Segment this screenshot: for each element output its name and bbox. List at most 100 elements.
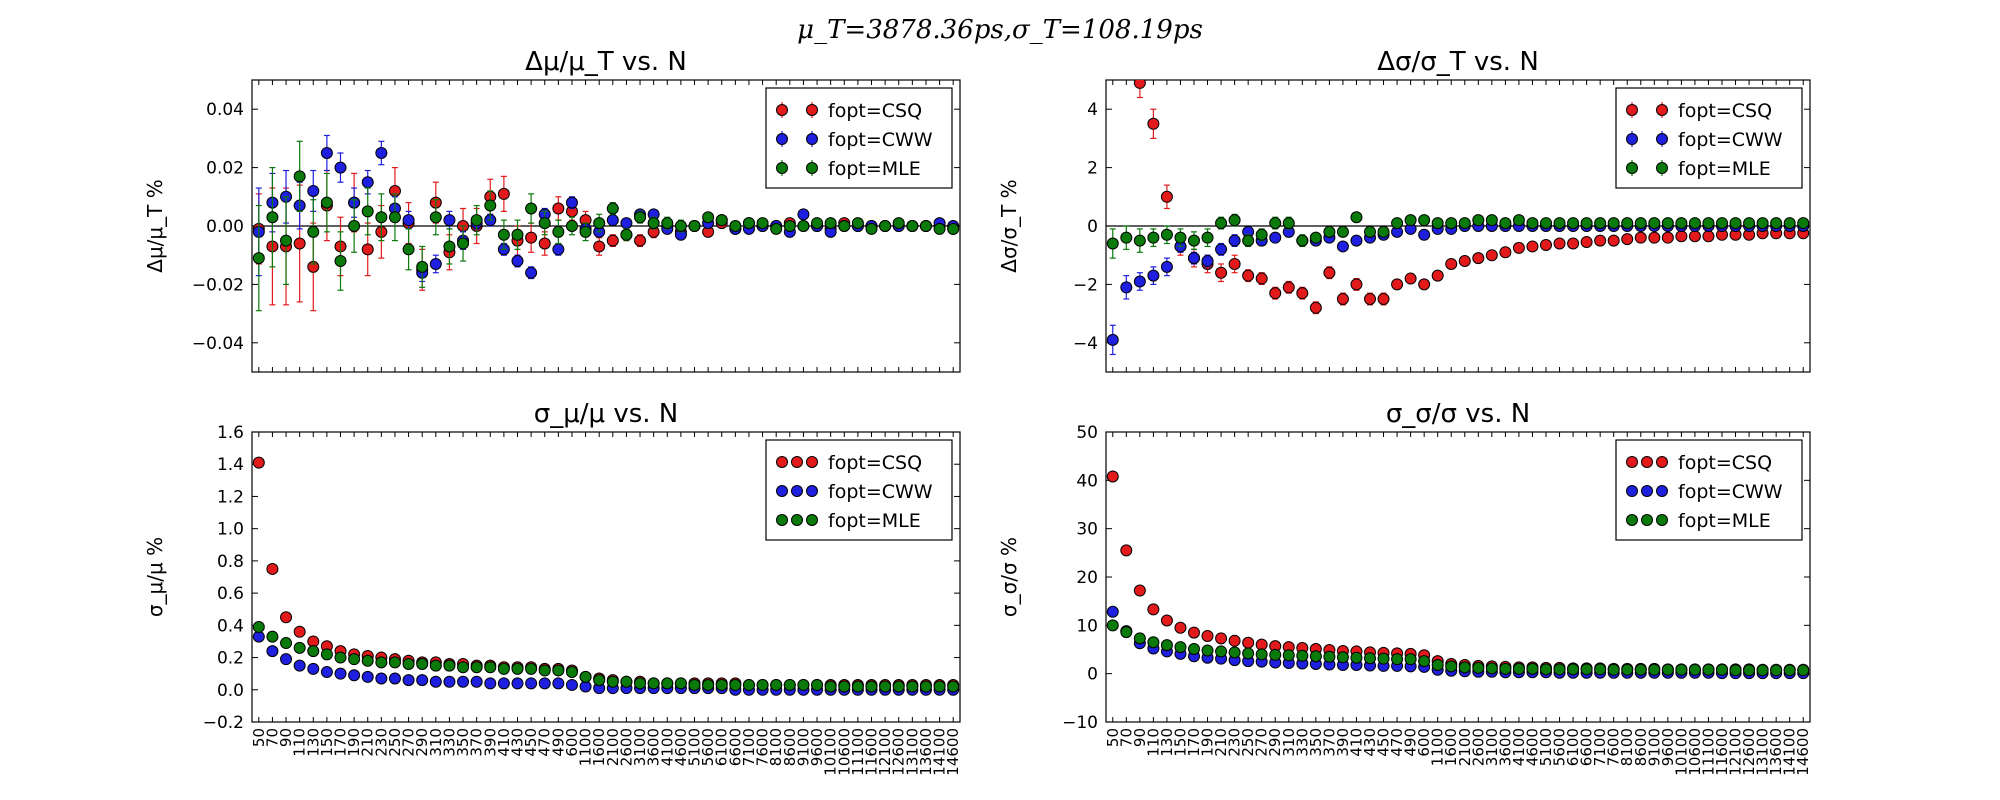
x-tick-label: 6600 <box>1578 728 1596 766</box>
data-point <box>1418 278 1431 291</box>
data-point <box>375 656 388 669</box>
y-axis-label: σ_μ/μ % <box>143 537 167 617</box>
data-point <box>1716 217 1728 230</box>
data-point <box>729 220 742 232</box>
x-tick-label: 330 <box>440 728 458 757</box>
data-point <box>1106 619 1119 632</box>
data-point <box>552 677 565 690</box>
data-point <box>1228 634 1241 647</box>
data-point <box>320 666 333 679</box>
x-tick-label: 4600 <box>672 728 690 766</box>
x-tick-label: 190 <box>345 728 363 757</box>
data-point <box>565 678 578 691</box>
legend-label: fopt=CSQ <box>1678 452 1772 474</box>
series-group <box>252 134 960 312</box>
data-point <box>797 678 810 691</box>
data-point <box>593 217 606 230</box>
chart-panel-smu: −0.20.00.20.40.60.81.01.21.41.6507090110… <box>143 399 962 776</box>
data-point <box>1729 217 1742 230</box>
data-point <box>1797 217 1810 230</box>
data-point <box>293 625 306 638</box>
data-point <box>1188 626 1200 639</box>
data-point <box>457 237 470 250</box>
data-point <box>634 677 647 690</box>
data-point <box>1404 214 1417 227</box>
data-point <box>1282 217 1295 230</box>
x-tick-label: 1100 <box>1429 728 1447 766</box>
x-tick-label: 430 <box>509 728 527 757</box>
data-point <box>1133 234 1146 247</box>
x-tick-label: 6600 <box>726 728 744 766</box>
x-tick-label: 190 <box>1199 728 1217 757</box>
data-point <box>1567 663 1580 676</box>
data-point <box>1336 651 1349 664</box>
data-point <box>1580 236 1593 249</box>
data-point <box>1688 663 1701 676</box>
data-point <box>1269 287 1282 300</box>
data-point <box>1120 231 1133 244</box>
data-point <box>606 214 619 227</box>
data-point <box>1485 662 1498 675</box>
legend-marker <box>1626 456 1638 468</box>
y-tick-label: 0 <box>1087 665 1098 685</box>
x-tick-label: 490 <box>1402 728 1420 757</box>
y-tick-label: 1.4 <box>217 455 244 475</box>
legend-marker <box>1656 456 1668 468</box>
x-tick-label: 430 <box>1361 728 1379 757</box>
legend-marker <box>806 485 818 497</box>
data-point <box>1431 269 1444 282</box>
data-point <box>1309 231 1322 244</box>
y-tick-label: 30 <box>1076 520 1098 540</box>
data-point <box>715 678 728 691</box>
data-point <box>1282 281 1295 294</box>
data-point <box>1336 293 1349 305</box>
data-point <box>1770 217 1783 230</box>
data-point <box>1675 230 1688 243</box>
data-point <box>307 184 320 197</box>
data-point <box>674 677 687 690</box>
data-point <box>1147 269 1160 282</box>
data-point <box>1391 653 1404 666</box>
x-tick-label: 4100 <box>1510 728 1528 766</box>
y-tick-label: 0 <box>1087 217 1098 237</box>
data-point <box>320 648 333 661</box>
data-point <box>388 656 401 669</box>
data-point <box>443 675 456 688</box>
data-point <box>1445 257 1458 270</box>
data-point <box>511 228 524 241</box>
data-point <box>783 678 796 691</box>
data-point <box>484 199 497 212</box>
x-tick-label: 14600 <box>944 728 962 776</box>
data-point <box>620 228 633 241</box>
data-point <box>1756 217 1769 230</box>
data-point <box>1242 647 1255 660</box>
data-point <box>1228 214 1241 227</box>
data-point <box>1309 301 1322 314</box>
data-point <box>443 659 456 672</box>
data-point <box>1201 644 1214 657</box>
x-tick-label: 6100 <box>1564 728 1582 766</box>
data-point <box>443 214 456 227</box>
data-point <box>307 662 320 675</box>
data-point <box>1255 272 1268 285</box>
y-axis-label: σ_σ/σ % <box>997 537 1021 617</box>
data-point <box>579 670 592 683</box>
data-point <box>457 661 470 674</box>
data-point <box>1350 211 1363 224</box>
data-point <box>429 257 442 270</box>
data-point <box>1553 663 1566 676</box>
data-point <box>1729 664 1742 677</box>
y-tick-label: 0.00 <box>206 217 244 237</box>
data-point <box>1702 663 1715 676</box>
data-point <box>1512 662 1525 675</box>
x-tick-label: 210 <box>1212 728 1230 757</box>
data-point <box>1445 660 1458 673</box>
data-point <box>1431 658 1444 671</box>
x-tick-label: 290 <box>1266 728 1284 757</box>
y-tick-label: 10 <box>1076 616 1098 636</box>
data-point <box>1540 663 1552 676</box>
legend-marker <box>776 485 788 497</box>
data-point <box>348 669 361 682</box>
data-point <box>742 678 755 691</box>
legend: fopt=CSQ fopt=CWW fopt=MLE <box>765 87 953 189</box>
